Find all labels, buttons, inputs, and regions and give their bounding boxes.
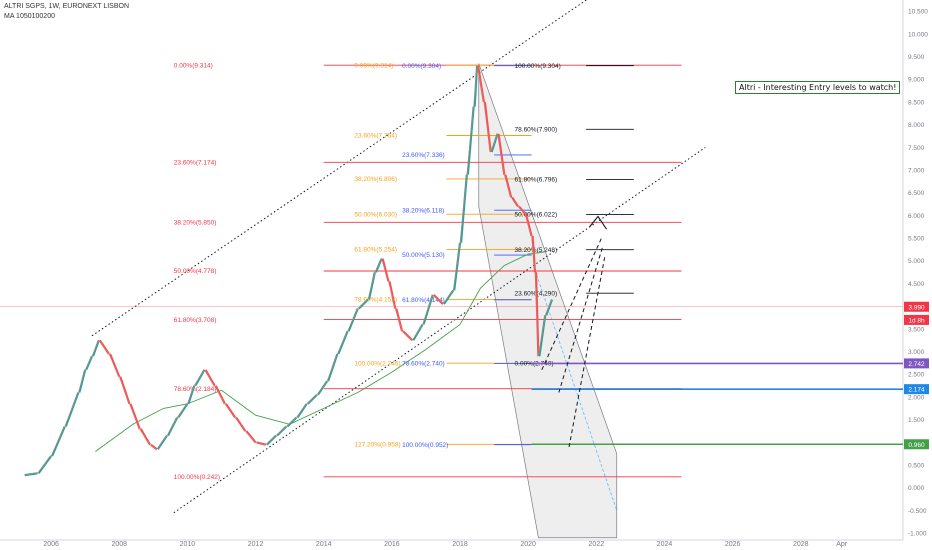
y-tick-9: 6.000 — [908, 213, 925, 220]
fib-label-20: 78.60%(2.740) — [402, 361, 445, 368]
fib-label-1: 23.60%(7.174) — [174, 159, 217, 166]
x-tick-1: 2008 — [111, 541, 127, 548]
lower-trendline — [173, 147, 706, 514]
projection-path-0 — [541, 238, 602, 371]
fib-label-3: 50.00%(4.778) — [174, 268, 217, 275]
fib-label-8: 23.60%(7.764) — [354, 133, 397, 140]
price-tag-box-2 — [904, 358, 929, 369]
fib-label-22: 100.00%(9.304) — [515, 63, 561, 70]
x-tick-0: 2006 — [43, 541, 59, 548]
y-tick-17: 2.000 — [908, 394, 925, 401]
x-tick-4: 2014 — [316, 541, 332, 548]
fib-label-21: 100.00%(0.952) — [402, 442, 448, 449]
fib-label-6: 100.00%(0.242) — [174, 474, 220, 481]
y-tick-1: 10.000 — [908, 31, 928, 38]
y-tick-5: 8.000 — [908, 122, 925, 129]
price-tag-box-3 — [904, 384, 929, 395]
price-tag-0: 3.990 — [908, 304, 925, 311]
fib-label-7: 0.00%(9.314) — [354, 62, 393, 69]
fib-label-24: 61.80%(6.796) — [515, 177, 558, 184]
fib-label-23: 78.60%(7.900) — [515, 127, 558, 134]
y-tick-21: 0.000 — [908, 485, 925, 492]
x-tick-11: 2028 — [793, 541, 809, 548]
x-tick-6: 2018 — [452, 541, 468, 548]
fib-label-4: 61.80%(3.708) — [174, 317, 217, 324]
fib-label-5: 78.60%(2.184) — [174, 386, 217, 393]
price-tag-3: 2.174 — [908, 387, 925, 394]
y-tick-23: -1.000 — [908, 530, 927, 537]
moving-average-line — [95, 251, 546, 452]
y-tick-12: 4.500 — [908, 281, 925, 288]
y-tick-22: -0.500 — [908, 508, 927, 515]
x-tick-5: 2016 — [384, 541, 400, 548]
fib-label-2: 38.20%(5.850) — [174, 220, 217, 227]
fib-label-13: 100.00%(2.746) — [354, 360, 400, 367]
x-tick-3: 2012 — [248, 541, 264, 548]
price-tag-box-4 — [904, 439, 929, 450]
fib-label-0: 0.00%(9.314) — [174, 62, 213, 69]
fib-label-12: 78.60%(4.152) — [354, 297, 397, 304]
x-tick-12: Apr — [836, 541, 848, 548]
x-tick-2: 2010 — [180, 541, 196, 548]
y-axis-panel — [903, 0, 932, 550]
y-tick-11: 5.000 — [908, 258, 925, 265]
y-tick-3: 9.000 — [908, 77, 925, 84]
y-tick-14: 3.500 — [908, 326, 925, 333]
projection-path-1 — [558, 244, 604, 393]
fib-label-11: 61.80%(5.254) — [354, 247, 397, 254]
annotation-callout[interactable]: Altri - Interesting Entry levels to watc… — [735, 81, 901, 94]
fib-label-16: 23.60%(7.336) — [402, 152, 445, 159]
fib-label-9: 38.20%(6.806) — [354, 176, 397, 183]
y-tick-15: 3.000 — [908, 349, 925, 356]
x-tick-7: 2020 — [520, 541, 536, 548]
ma-legend: MA 1050100200 — [4, 13, 55, 20]
price-tag-4: 0.960 — [908, 442, 925, 449]
y-tick-16: 2.500 — [908, 372, 925, 379]
y-tick-0: 10.500 — [908, 9, 928, 16]
price-line — [23, 65, 553, 476]
fib-label-19: 61.80%(4.144) — [402, 297, 445, 304]
y-tick-8: 6.500 — [908, 190, 925, 197]
fib-label-10: 50.00%(6.030) — [354, 211, 397, 218]
fib-label-25: 50.00%(6.022) — [515, 212, 558, 219]
price-tag-box-0 — [904, 301, 929, 312]
y-tick-20: 0.500 — [908, 462, 925, 469]
fib-label-15: 0.00%(9.304) — [402, 63, 441, 70]
symbol-title: ALTRI SGPS, 1W, EURONEXT LISBON — [4, 3, 129, 10]
y-tick-18: 1.500 — [908, 417, 925, 424]
y-tick-6: 7.500 — [908, 145, 925, 152]
fib-label-18: 50.00%(5.130) — [402, 252, 445, 259]
x-tick-8: 2022 — [589, 541, 605, 548]
price-tag-2: 2.742 — [908, 361, 925, 368]
fib-label-26: 38.20%(5.248) — [515, 247, 558, 254]
projection-arrowhead — [589, 215, 607, 230]
fib-label-14: 127.20%(0.958) — [354, 442, 400, 449]
upper-trendline — [91, 0, 588, 337]
price-tag-box-1 — [904, 314, 929, 325]
projection-path-2 — [568, 256, 606, 448]
x-tick-10: 2026 — [725, 541, 741, 548]
y-tick-7: 7.000 — [908, 167, 925, 174]
price-tag-1: 1d 8h — [908, 317, 925, 324]
fib-label-17: 38.20%(6.118) — [402, 207, 444, 214]
y-tick-2: 9.500 — [908, 54, 925, 61]
x-tick-9: 2024 — [657, 541, 673, 548]
y-tick-10: 5.500 — [908, 236, 925, 243]
y-tick-4: 8.500 — [908, 99, 925, 106]
